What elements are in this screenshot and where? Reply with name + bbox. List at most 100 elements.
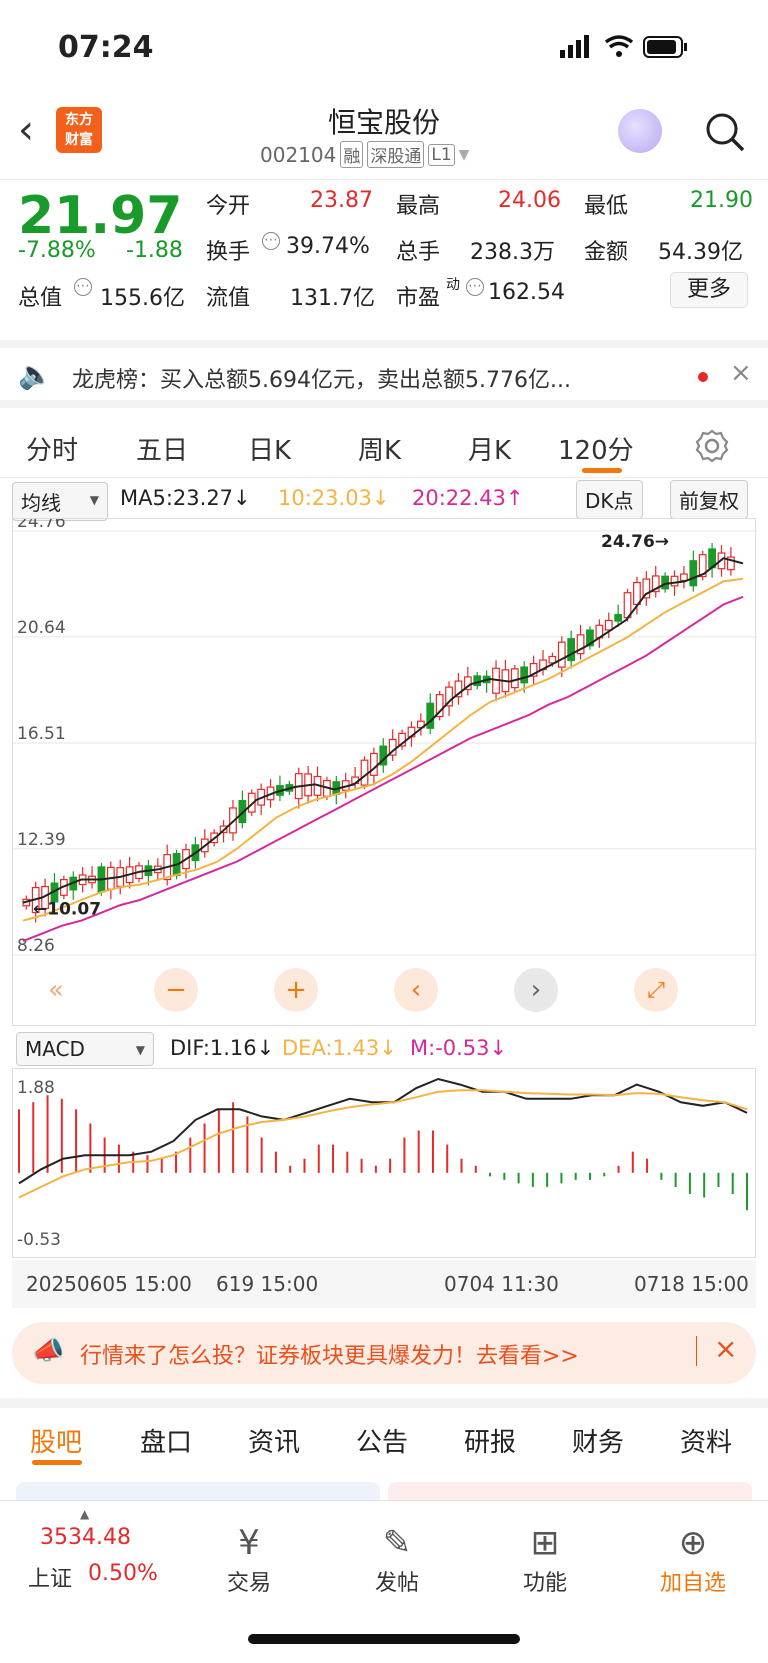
open-value: 23.87 xyxy=(310,188,373,213)
low-label: 最低 xyxy=(584,194,629,219)
candle-body xyxy=(370,752,378,776)
date-label: 0718 15:00 xyxy=(634,1272,749,1296)
macd-select[interactable]: MACD ▼ xyxy=(16,1032,154,1066)
arrow-down-icon: ↓ xyxy=(256,1036,275,1060)
fullscreen-icon[interactable]: ⤢ xyxy=(634,968,678,1012)
candle-body xyxy=(727,556,735,571)
more-info-icon[interactable]: ⋯ xyxy=(466,278,484,296)
ma-line-ma20 xyxy=(22,595,744,943)
nav-functions-label: 功能 xyxy=(522,1571,567,1596)
arrow-down-icon: ↓ xyxy=(233,486,251,510)
close-icon[interactable]: × xyxy=(730,358,752,388)
assistant-avatar-icon[interactable] xyxy=(618,109,662,153)
nav-post[interactable]: ✎ 发帖 xyxy=(342,1521,452,1597)
zoom-in-button[interactable]: + xyxy=(274,968,318,1012)
tab-profile[interactable]: 资料 xyxy=(680,1428,733,1458)
scroll-left-button[interactable]: ‹ xyxy=(394,968,438,1012)
gear-icon[interactable] xyxy=(694,428,730,464)
date-label: 619 15:00 xyxy=(216,1272,319,1296)
kline-chart[interactable]: 24.76 20.64 16.51 12.39 8.26 24.76→ ←10.07 xyxy=(12,512,757,1026)
float-value: 131.7亿 xyxy=(290,286,375,311)
promo-banner[interactable]: 📣 行情来了怎么投？证券板块更具爆发力！去看看>> × xyxy=(12,1322,756,1384)
zoom-out-button[interactable]: − xyxy=(154,968,198,1012)
more-info-icon[interactable]: ⋯ xyxy=(262,232,280,250)
candle-body xyxy=(614,614,623,622)
search-icon[interactable] xyxy=(704,111,746,153)
back-button[interactable]: ‹ xyxy=(18,107,34,153)
nav-add-watchlist-label: 加自选 xyxy=(659,1571,726,1596)
candle-body xyxy=(510,668,519,689)
date-label: 0704 11:30 xyxy=(444,1272,559,1296)
date-label: 20250605 15:00 xyxy=(26,1272,192,1296)
ma-line-ma5 xyxy=(22,557,744,904)
dk-point-button[interactable]: DK点 xyxy=(576,480,643,519)
app-logo: 东方 财富 xyxy=(56,107,102,153)
tab-daily-k[interactable]: 日K xyxy=(248,436,292,466)
tab-research[interactable]: 研报 xyxy=(464,1428,517,1458)
tab-120min[interactable]: 120分 xyxy=(558,436,634,466)
float-label: 流值 xyxy=(206,286,251,311)
notice-text: 龙虎榜：买入总额5.694亿元，卖出总额5.776亿... xyxy=(72,368,571,393)
ma20-value: 20:22.43 xyxy=(412,486,506,510)
high-label: 最高 xyxy=(396,194,441,219)
tab-monthly-k[interactable]: 月K xyxy=(468,436,512,466)
candle-body xyxy=(680,573,688,582)
signal-icon xyxy=(560,35,589,58)
tab-announcements[interactable]: 公告 xyxy=(356,1428,409,1458)
tab-intraday[interactable]: 分时 xyxy=(26,436,79,466)
m-readout: M:-0.53↓ xyxy=(410,1036,507,1060)
add-circle-icon: ⊕ xyxy=(678,1523,708,1563)
tab-five-day[interactable]: 五日 xyxy=(136,436,189,466)
megaphone-icon: 📣 xyxy=(32,1336,65,1366)
nav-add-watchlist[interactable]: ⊕ 加自选 xyxy=(638,1521,748,1597)
mktcap-value: 155.6亿 xyxy=(100,286,185,311)
arrow-up-icon: ↑ xyxy=(505,486,524,510)
notice-banner[interactable]: 🔈 龙虎榜：买入总额5.694亿元，卖出总额5.776亿... × xyxy=(0,340,768,408)
macd-chart[interactable]: 1.88 -0.53 xyxy=(12,1068,756,1258)
nav-trade[interactable]: ¥ 交易 xyxy=(194,1521,304,1597)
tab-finance[interactable]: 财务 xyxy=(572,1428,625,1458)
more-info-icon[interactable]: ⋯ xyxy=(74,278,92,296)
more-button[interactable]: 更多 xyxy=(670,272,748,308)
tab-news[interactable]: 资讯 xyxy=(248,1428,301,1458)
candle-body xyxy=(586,629,594,647)
amount-value: 54.39亿 xyxy=(658,240,743,265)
stock-code-row[interactable]: 002104 融 深股通 L1 ▼ xyxy=(260,141,469,168)
nav-functions[interactable]: ⊞ 功能 xyxy=(490,1521,600,1597)
dif-value: DIF:1.16 xyxy=(170,1036,257,1060)
caret-up-icon: ▲ xyxy=(80,1507,90,1521)
status-time: 07:24 xyxy=(58,30,154,65)
change-amount: -1.88 xyxy=(126,238,183,263)
badge-connect: 深股通 xyxy=(367,141,425,168)
candle-body xyxy=(445,686,453,707)
adjust-button[interactable]: 前复权 xyxy=(670,480,748,519)
candle-body xyxy=(651,575,660,593)
active-tab-indicator xyxy=(32,1460,82,1465)
scroll-right-button[interactable]: › xyxy=(514,968,558,1012)
ma10-value: 10:23.03 xyxy=(278,486,372,510)
candle-body xyxy=(670,575,679,587)
rewind-icon[interactable]: « xyxy=(48,975,64,1005)
index-change: 0.50% xyxy=(88,1561,158,1586)
indicator-select-label: 均线 xyxy=(21,491,61,515)
pe-superscript: 动 xyxy=(446,277,460,293)
unread-dot xyxy=(698,372,708,382)
stock-name: 恒宝股份 xyxy=(327,106,440,139)
tab-orderbook[interactable]: 盘口 xyxy=(140,1428,193,1458)
macd-plot: 1.88 -0.53 xyxy=(17,1077,748,1250)
y-tick-label: 12.39 xyxy=(17,830,66,850)
date-axis: 20250605 15:00 619 15:00 0704 11:30 0718… xyxy=(12,1260,756,1308)
macd-select-label: MACD xyxy=(25,1037,85,1061)
low-value: 21.90 xyxy=(690,188,753,213)
index-name[interactable]: 上证 xyxy=(28,1567,73,1592)
candle-body xyxy=(548,655,557,664)
stock-header: ‹ 东方 财富 恒宝股份 002104 融 深股通 L1 ▼ xyxy=(0,95,768,180)
active-tab-indicator xyxy=(582,468,622,473)
badge-margin: 融 xyxy=(340,141,364,168)
tab-weekly-k[interactable]: 周K xyxy=(358,436,402,466)
close-icon[interactable]: × xyxy=(714,1332,738,1365)
candle-body xyxy=(247,792,256,813)
arrow-down-icon: ↓ xyxy=(489,1036,508,1060)
indicator-select[interactable]: 均线 ▼ xyxy=(12,482,108,521)
tab-forum[interactable]: 股吧 xyxy=(30,1428,83,1458)
